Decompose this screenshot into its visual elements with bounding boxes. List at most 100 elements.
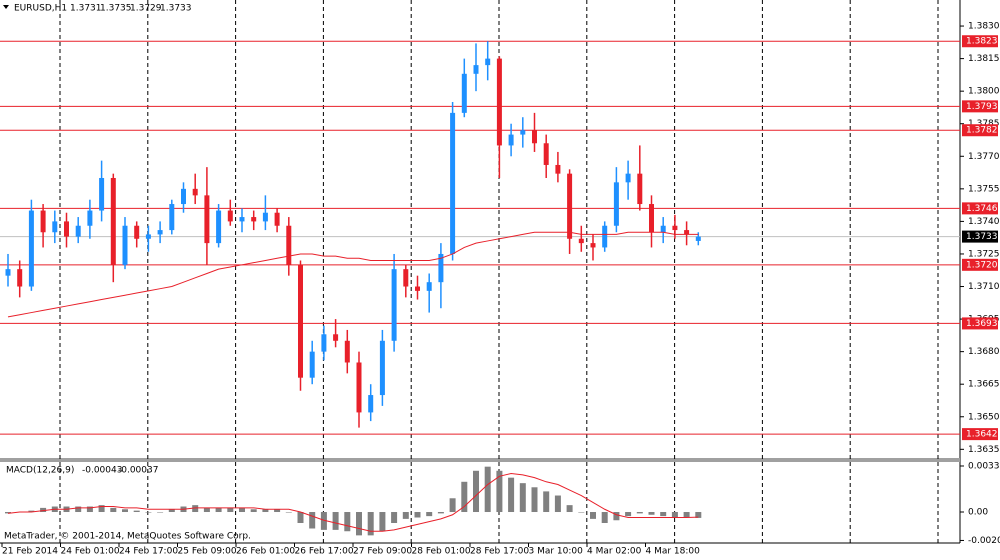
macd-bar	[192, 505, 199, 513]
macd-bar	[86, 506, 93, 513]
macd-bar	[215, 507, 222, 513]
candle-body	[660, 225, 666, 233]
macd-bar	[250, 509, 257, 513]
candle-body	[227, 210, 233, 222]
candle-body	[567, 173, 573, 239]
candle-body	[508, 134, 514, 146]
macd-bar	[648, 512, 655, 515]
macd-bar	[133, 510, 140, 513]
macd-bar	[660, 512, 667, 517]
candle-body	[110, 177, 116, 265]
candle-body	[309, 351, 315, 378]
macd-bar	[531, 487, 538, 513]
x-tick-label: 26 Feb 17:00	[295, 547, 354, 557]
signal-line	[7, 473, 699, 532]
x-tick-label: 3 Mar 10:00	[529, 547, 584, 557]
candle-body	[543, 143, 549, 165]
chart-title: EURUSD,H1	[14, 4, 67, 14]
level-label: 1.3823	[966, 37, 998, 47]
macd-signal-value: -0.00037	[118, 466, 158, 476]
macd-bar	[508, 477, 515, 513]
candle-body	[461, 73, 467, 113]
macd-bar	[578, 512, 585, 513]
moving-average	[7, 231, 699, 318]
candle-body	[368, 395, 374, 413]
macd-bar	[110, 507, 117, 513]
candle-body	[473, 65, 479, 74]
level-label: 1.3793	[966, 102, 998, 112]
x-tick-label: 24 Feb 01:00	[61, 547, 120, 557]
header-high: 1.3735	[100, 4, 132, 14]
x-tick-label: 28 Feb 01:00	[412, 547, 471, 557]
x-tick-label: 4 Mar 18:00	[646, 547, 701, 557]
y-tick-label: 1.3710	[968, 282, 1000, 292]
y-tick-label: 1.3800	[968, 87, 1000, 97]
level-label: 1.3720	[966, 260, 998, 270]
y-tick-label: 1.3650	[968, 412, 1000, 422]
candle-body	[64, 221, 69, 237]
x-tick-label: 26 Feb 01:00	[236, 547, 295, 557]
macd-bar	[543, 491, 550, 513]
candle-body	[286, 225, 292, 265]
macd-bar	[671, 512, 678, 518]
macd-bar	[484, 466, 491, 513]
header-low: 1.3729	[130, 4, 162, 14]
level-label-box	[962, 124, 998, 137]
candle-body	[649, 204, 654, 233]
candle-body	[356, 362, 362, 413]
current-price-box	[962, 230, 998, 243]
macd-bar	[613, 512, 620, 521]
candle-body	[145, 234, 151, 239]
y-tick-label: 1.3755	[968, 184, 1000, 194]
candle-body	[134, 225, 140, 239]
candle-body	[99, 177, 105, 211]
candle-body	[684, 230, 690, 235]
candle-body	[52, 221, 58, 233]
x-tick-label: 25 Feb 09:00	[178, 547, 237, 557]
y-tick-label: 1.3680	[968, 347, 1000, 357]
macd-bar	[625, 512, 632, 517]
macd-bar	[683, 512, 690, 518]
candle-body	[438, 253, 444, 283]
macd-bar	[122, 509, 128, 513]
macd-bar	[309, 512, 316, 529]
macd-bar	[426, 512, 433, 517]
macd-bar	[157, 512, 164, 513]
macd-bar	[391, 512, 398, 524]
macd-bar	[473, 470, 479, 513]
macd-bar	[695, 512, 702, 518]
macd-bar	[297, 512, 304, 524]
candle-body	[333, 334, 339, 341]
candle-body	[40, 210, 46, 233]
y-tick-label: 1.3725	[968, 249, 1000, 259]
candle-body	[344, 340, 350, 363]
header-open: 1.3731	[70, 4, 102, 14]
y-tick-label: 1.3815	[968, 54, 1000, 64]
macd-bar	[496, 470, 503, 513]
macd-bar	[320, 512, 327, 530]
candle-body	[590, 243, 596, 248]
candle-body	[578, 238, 584, 244]
macd-bar	[379, 512, 386, 532]
y-tick-label: 1.3740	[968, 217, 1000, 227]
candle-body	[75, 225, 81, 237]
candle-body	[262, 212, 268, 222]
candle-body	[274, 212, 280, 226]
candle-body	[602, 225, 608, 248]
level-label-box	[962, 202, 998, 215]
y-tick-label: 1.3770	[968, 152, 1000, 162]
macd-bar	[239, 507, 245, 513]
candle-body	[192, 188, 198, 196]
y-tick-label: 1.3635	[968, 445, 1000, 455]
x-tick-label: 24 Feb 17:00	[119, 547, 178, 557]
candle-body	[637, 173, 643, 205]
candle-body	[216, 210, 222, 244]
level-label: 1.3782	[966, 126, 998, 136]
candle-body	[17, 269, 23, 287]
macd-bar	[40, 507, 47, 513]
menu-arrow[interactable]	[3, 5, 9, 9]
candle-body	[28, 210, 34, 287]
candle-body	[391, 269, 397, 341]
level-label: 1.3693	[966, 319, 998, 329]
candle-body	[5, 269, 11, 276]
